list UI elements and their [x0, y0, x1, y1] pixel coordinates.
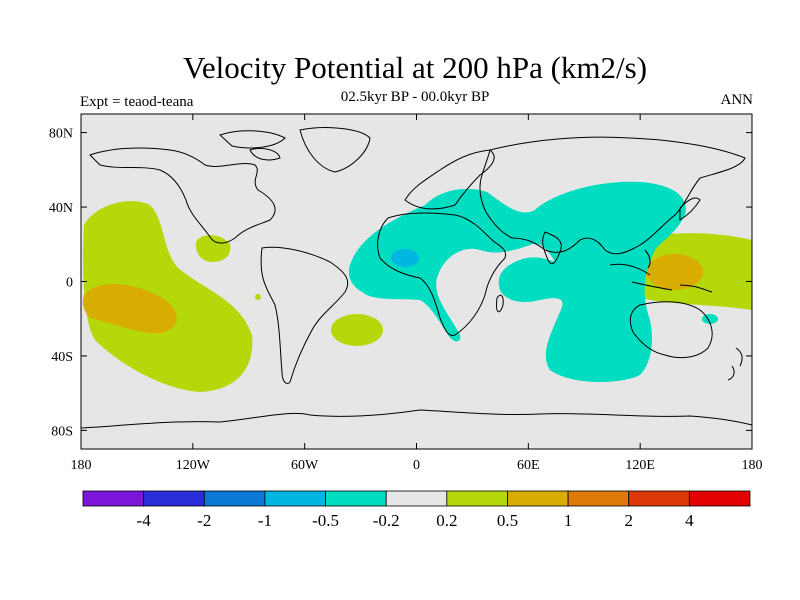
chart-subtitle: 02.5kyr BP - 00.0kyr BP — [340, 89, 490, 105]
contour-indian-ocean-negative — [348, 181, 686, 382]
lon-tick-label: 60W — [291, 458, 319, 473]
contour-central-pacific-core — [82, 283, 177, 334]
contour-central-america-positive — [195, 235, 231, 262]
contour-east-pacific-positive — [83, 201, 253, 392]
colorbar-swatch — [507, 490, 569, 507]
lon-tick-label: 0 — [413, 458, 420, 473]
lon-tick-label: 120E — [625, 458, 655, 473]
lat-tick-label: 80N — [49, 127, 73, 142]
colorbar-label: -2 — [197, 511, 211, 530]
coastline-africa — [377, 212, 507, 337]
season-label: ANN — [720, 92, 754, 108]
axis-ticks: 180 120W 60W 0 60E 120E 180 80N 40N 0 40S 80S — [49, 114, 763, 473]
colorbar-label: 0.2 — [436, 511, 457, 530]
coastline-india — [542, 231, 562, 265]
coastline-south-america — [260, 246, 349, 385]
coastline-arctic-islands — [219, 130, 286, 161]
coastline-greenland — [299, 127, 371, 173]
lon-tick-label: 180 — [71, 458, 92, 473]
colorbar-swatch — [82, 490, 145, 507]
colorbar-swatch — [325, 490, 387, 507]
colorbar-swatch — [688, 490, 751, 507]
colorbar-swatch — [567, 490, 630, 507]
coastline-australia — [629, 301, 713, 359]
colorbar-label: -4 — [137, 511, 152, 530]
colorbar-swatch — [264, 490, 326, 507]
contour-west-africa-core — [391, 249, 419, 267]
chart-title: Velocity Potential at 200 hPa (km2/s) — [182, 50, 648, 85]
colorbar-label: 4 — [685, 511, 694, 530]
experiment-label: Expt = teaod-teana — [80, 94, 194, 110]
colorbar-label: -0.2 — [373, 511, 400, 530]
colorbar-label: 2 — [624, 511, 633, 530]
colorbar-swatch — [446, 490, 508, 507]
coastline-maritime — [609, 249, 713, 293]
colorbar-swatch — [385, 490, 448, 507]
coastline-north-america — [89, 147, 276, 244]
colorbar-swatch — [203, 490, 266, 507]
contour-maritime-continent-core — [647, 254, 703, 290]
colorbar: -4 -2 -1 -0.5 -0.2 0.2 0.5 1 2 4 — [82, 490, 751, 530]
coastlines — [81, 127, 752, 429]
coastline-madagascar — [496, 294, 504, 313]
colorbar-label: 0.5 — [497, 511, 518, 530]
colorbar-swatch — [143, 490, 205, 507]
lon-tick-label: 120W — [176, 458, 211, 473]
contour-small-positive-dot — [255, 294, 261, 300]
lon-tick-label: 180 — [742, 458, 763, 473]
colorbar-label: -1 — [258, 511, 272, 530]
coastline-japan — [679, 197, 701, 221]
lat-tick-label: 40S — [51, 350, 73, 365]
lat-tick-label: 80S — [51, 424, 73, 439]
coastline-europe — [404, 149, 495, 210]
lon-tick-label: 60E — [517, 458, 540, 473]
colorbar-label: -0.5 — [312, 511, 339, 530]
colorbar-label: 1 — [564, 511, 573, 530]
coastline-asia — [479, 136, 746, 255]
contour-south-atlantic-positive — [331, 314, 383, 346]
lat-tick-label: 40N — [49, 201, 73, 216]
colorbar-swatch — [628, 490, 690, 507]
shaded-field — [82, 181, 752, 392]
lat-tick-label: 0 — [66, 276, 73, 291]
coastline-new-zealand — [727, 347, 743, 381]
coastline-antarctica — [81, 409, 752, 429]
